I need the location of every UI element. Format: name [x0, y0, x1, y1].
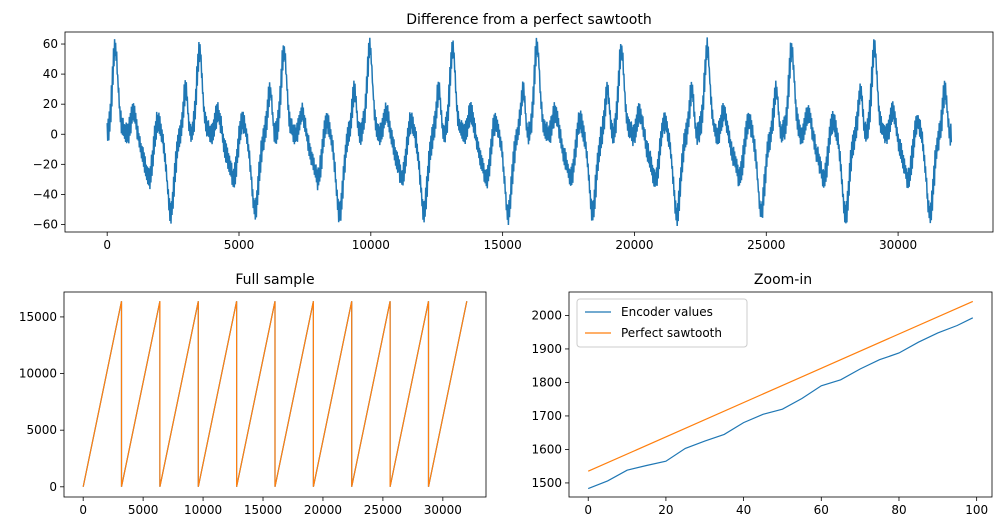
zoom-in-y-tick-label: 1700 [531, 409, 562, 423]
zoom-in-x-tick-label: 20 [658, 503, 673, 517]
difference-y-tick-label: 0 [50, 127, 58, 141]
full-sample-x-tick-label: 30000 [424, 503, 462, 517]
zoom-in-x-tick-label: 60 [814, 503, 829, 517]
zoom-in-series-group [587, 300, 974, 490]
zoom-in-encoder-line [587, 317, 974, 490]
difference-y-tick-label: −60 [33, 217, 58, 231]
full-sample-x-tick-label: 15000 [244, 503, 282, 517]
zoom-in-y-tick-label: 2000 [531, 308, 562, 322]
legend-label-sawtooth: Perfect sawtooth [621, 326, 722, 340]
difference-ticks: 0 5000 10000 15000 20000 25000 30000 −60 −40 −20 0… [33, 37, 918, 252]
zoom-in-x-tick-label: 40 [736, 503, 751, 517]
full-sample-plot-area [82, 301, 468, 487]
zoom-in-x-tick-label: 80 [891, 503, 906, 517]
difference-x-tick-label: 25000 [747, 238, 785, 252]
difference-series-group [106, 37, 953, 227]
difference-y-tick-label: 20 [43, 97, 58, 111]
difference-plot-area [106, 37, 953, 227]
full-sample-title: Full sample [235, 272, 314, 288]
full-sample-y-tick-label: 10000 [19, 367, 57, 381]
zoom-in-title: Zoom-in [754, 272, 812, 288]
full-sample-ticks: 0 5000 10000 15000 20000 25000 30000 0 5000 10000… [19, 310, 462, 517]
difference-axes: Difference from a perfect sawtooth 0 5000… [33, 12, 994, 252]
full-sample-y-tick-label: 15000 [19, 310, 57, 324]
zoom-in-ticks: 0 20 40 60 80 100 1500 1600 1700 1800 1900 2000 [531, 308, 988, 517]
legend: Encoder values Perfect sawtooth [576, 298, 748, 348]
full-sample-series-group [82, 301, 468, 487]
full-sample-x-tick-label: 25000 [364, 503, 402, 517]
zoom-in-y-tick-label: 1900 [531, 342, 562, 356]
difference-x-tick-label: 0 [103, 238, 111, 252]
zoom-in-y-tick-label: 1500 [531, 476, 562, 490]
zoom-in-x-tick-label: 100 [965, 503, 988, 517]
full-sample-sawtooth-line [82, 301, 468, 487]
full-sample-x-tick-label: 20000 [304, 503, 342, 517]
full-sample-y-tick-label: 0 [49, 480, 57, 494]
difference-y-tick-label: −20 [33, 157, 58, 171]
difference-x-tick-label: 10000 [352, 238, 390, 252]
full-sample-x-tick-label: 5000 [128, 503, 159, 517]
zoom-in-axes: Zoom-in 0 20 40 60 80 100 1500 1600 1700 1800 1900… [531, 272, 993, 517]
difference-y-tick-label: 60 [43, 37, 58, 51]
difference-series-line [106, 37, 953, 227]
zoom-in-y-tick-label: 1800 [531, 375, 562, 389]
difference-axes-frame [64, 31, 994, 233]
zoom-in-plot-area [587, 300, 974, 490]
full-sample-x-tick-label: 10000 [184, 503, 222, 517]
legend-frame [576, 298, 748, 348]
zoom-in-y-tick-label: 1600 [531, 442, 562, 456]
full-sample-x-tick-label: 0 [79, 503, 87, 517]
full-sample-y-tick-label: 5000 [26, 423, 57, 437]
legend-label-encoder: Encoder values [621, 305, 713, 319]
difference-x-tick-label: 30000 [879, 238, 917, 252]
difference-title: Difference from a perfect sawtooth [406, 12, 651, 28]
zoom-in-axes-frame [568, 291, 993, 498]
full-sample-axes: Full sample 0 5000 10000 15000 20000 25000 300… [19, 272, 487, 517]
difference-y-tick-label: −40 [33, 187, 58, 201]
zoom-in-x-tick-label: 0 [584, 503, 592, 517]
difference-y-tick-label: 40 [43, 67, 58, 81]
difference-x-tick-label: 15000 [484, 238, 522, 252]
zoom-in-sawtooth-line [587, 300, 974, 472]
full-sample-axes-frame [63, 291, 487, 498]
difference-x-tick-label: 5000 [224, 238, 255, 252]
difference-x-tick-label: 20000 [615, 238, 653, 252]
